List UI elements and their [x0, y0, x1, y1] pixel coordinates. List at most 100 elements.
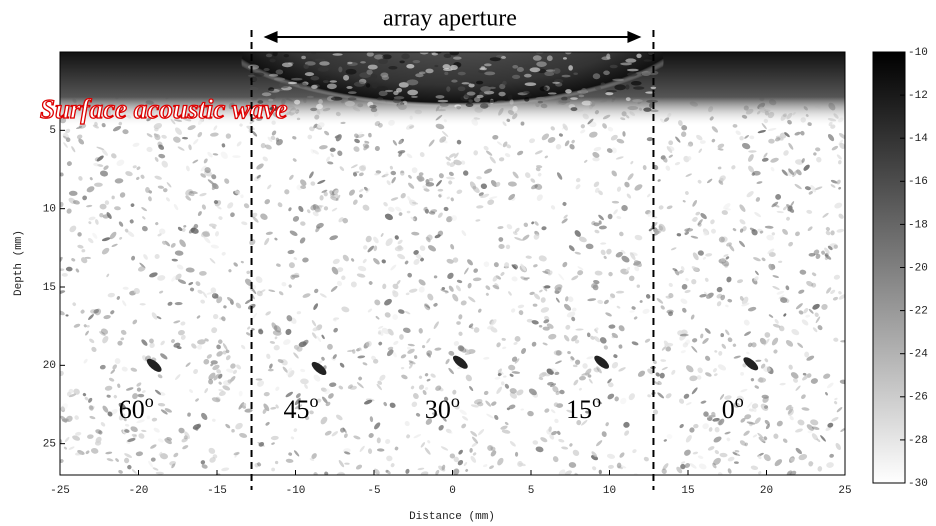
speckle — [318, 99, 323, 105]
speckle — [212, 293, 216, 297]
speckle — [459, 409, 467, 415]
speckle — [224, 178, 230, 184]
speckle — [763, 152, 768, 158]
speckle — [289, 230, 298, 236]
speckle — [541, 372, 551, 377]
speckle — [222, 343, 228, 351]
speckle — [373, 358, 379, 364]
speckle — [719, 452, 728, 458]
speckle — [299, 237, 306, 244]
speckle — [477, 401, 484, 407]
speckle — [324, 430, 332, 436]
speckle — [328, 393, 334, 399]
speckle — [652, 360, 657, 364]
speckle — [588, 378, 593, 384]
speckle — [749, 135, 755, 140]
speckle — [732, 452, 741, 457]
x-axis-label: Distance (mm) — [409, 511, 495, 523]
speckle — [150, 457, 156, 462]
speckle — [580, 129, 586, 134]
speckle — [256, 163, 264, 170]
speckle — [333, 317, 340, 320]
angle-label: 45o — [284, 391, 319, 424]
speckle — [705, 355, 711, 361]
speckle — [112, 126, 122, 132]
speckle — [173, 136, 181, 143]
speckle — [502, 80, 507, 86]
speckle — [419, 245, 426, 251]
speckle — [311, 52, 317, 55]
speckle — [275, 404, 279, 409]
speckle — [830, 289, 836, 294]
speckle — [246, 332, 251, 336]
speckle — [88, 221, 92, 225]
speckle — [399, 334, 404, 340]
speckle — [577, 270, 584, 276]
speckle — [754, 270, 759, 276]
speckle — [524, 82, 537, 87]
speckle — [217, 206, 222, 210]
speckle — [428, 177, 434, 182]
speckle — [448, 431, 453, 434]
speckle — [586, 332, 591, 338]
speckle — [607, 382, 614, 388]
speckle — [490, 450, 497, 457]
speckle — [164, 408, 172, 413]
speckle — [189, 190, 198, 194]
speckle — [233, 262, 238, 267]
speckle — [437, 99, 449, 103]
speckle — [512, 231, 518, 236]
speckle — [483, 63, 492, 67]
speckle — [313, 374, 321, 382]
speckle — [269, 94, 277, 100]
speckle — [410, 216, 416, 221]
speckle — [347, 384, 353, 389]
speckle — [448, 180, 453, 185]
speckle — [407, 348, 415, 354]
speckle — [394, 246, 404, 252]
speckle — [283, 339, 291, 345]
speckle — [619, 231, 624, 237]
speckle — [824, 255, 829, 261]
speckle — [647, 368, 654, 375]
speckle — [321, 334, 325, 340]
speckle — [496, 100, 506, 103]
speckle — [757, 130, 766, 134]
speckle — [686, 365, 694, 373]
speckle — [146, 133, 153, 138]
speckle — [483, 390, 489, 396]
speckle — [415, 412, 421, 417]
speckle — [195, 398, 199, 402]
speckle — [136, 166, 141, 170]
speckle — [212, 364, 220, 371]
speckle — [317, 179, 326, 185]
speckle — [536, 194, 543, 201]
speckle — [810, 378, 818, 384]
speckle — [808, 308, 814, 314]
speckle — [258, 329, 264, 335]
speckle — [446, 161, 451, 166]
speckle — [593, 367, 600, 373]
speckle — [772, 323, 781, 328]
speckle — [611, 147, 617, 154]
speckle — [724, 395, 732, 400]
speckle — [253, 72, 265, 77]
speckle — [469, 447, 473, 453]
speckle — [764, 358, 769, 363]
speckle — [102, 405, 109, 413]
speckle — [438, 425, 444, 431]
speckle — [816, 438, 821, 443]
speckle — [806, 355, 815, 361]
speckle — [373, 245, 378, 252]
speckle — [332, 319, 337, 322]
speckle — [627, 72, 638, 77]
speckle — [116, 296, 120, 300]
speckle — [76, 134, 83, 140]
speckle — [200, 230, 210, 238]
speckle — [460, 300, 467, 306]
speckle — [247, 64, 260, 70]
speckle — [285, 391, 293, 398]
speckle — [561, 446, 569, 450]
speckle — [838, 139, 844, 145]
speckle — [413, 258, 420, 265]
